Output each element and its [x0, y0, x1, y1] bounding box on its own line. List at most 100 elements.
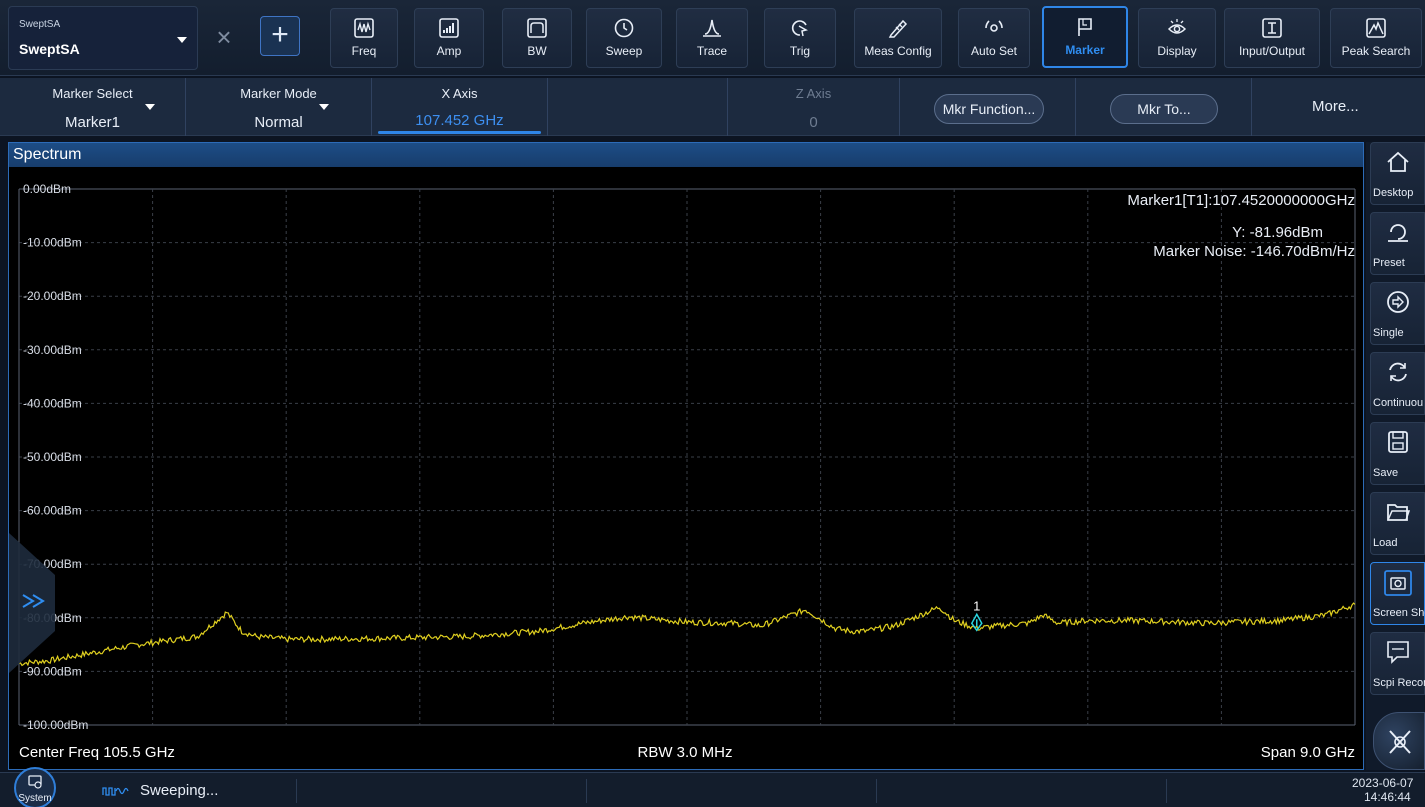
- trig-icon: [765, 17, 835, 39]
- toolbar-peak-search-button[interactable]: Peak Search: [1330, 8, 1422, 68]
- marker-select-softkey[interactable]: Marker Select Marker1: [0, 78, 186, 136]
- system-icon: [28, 775, 42, 789]
- toolbar-auto-set-button[interactable]: Auto Set: [958, 8, 1030, 68]
- toolbar-bw-label: BW: [527, 44, 547, 58]
- toolbar-bw-button[interactable]: BW: [502, 8, 572, 68]
- rbw-label: RBW 3.0 MHz: [637, 744, 732, 761]
- toolbar-meas-config-button[interactable]: Meas Config: [854, 8, 942, 68]
- x-axis-softkey[interactable]: X Axis 107.452 GHz: [372, 78, 548, 136]
- scpi-record-button[interactable]: Scpi Recor: [1370, 632, 1425, 695]
- home-icon: [1371, 149, 1424, 177]
- toolbar-amp-button[interactable]: Amp: [414, 8, 484, 68]
- trace-line: [18, 602, 1356, 667]
- screenshot-button[interactable]: Screen Sho: [1370, 562, 1425, 625]
- y-tick-label: -40.00dBm: [23, 396, 82, 410]
- mkr-function-softkey: Mkr Function...: [900, 78, 1076, 136]
- system-button[interactable]: System: [14, 767, 56, 807]
- status-time: 14:46:44: [1364, 790, 1411, 804]
- toolbar-input-output-button[interactable]: Input/Output: [1224, 8, 1320, 68]
- quick-menu-button[interactable]: [1373, 712, 1425, 770]
- y-tick-label: -50.00dBm: [23, 450, 82, 464]
- more-label: More...: [1312, 98, 1359, 115]
- status-date: 2023-06-07: [1352, 776, 1414, 790]
- mkr-to-softkey: Mkr To...: [1076, 78, 1252, 136]
- status-bar: System Sweeping... 2023-06-07 14:46:44: [0, 767, 1425, 807]
- toolbar-trace-button[interactable]: Trace: [676, 8, 748, 68]
- y-tick-label: -100.00dBm: [23, 718, 88, 732]
- marker-mode-value: Normal: [254, 114, 303, 131]
- toolbar-trig-button[interactable]: Trig: [764, 8, 836, 68]
- desktop-label: Desktop: [1373, 187, 1414, 199]
- preset-button[interactable]: Preset: [1370, 212, 1425, 275]
- z-axis-title: Z Axis: [795, 86, 832, 101]
- marker-mode-softkey[interactable]: Marker Mode Normal: [186, 78, 372, 136]
- preset-icon: [1371, 219, 1424, 247]
- empty-softkey: [548, 78, 728, 136]
- toolbar-display-label: Display: [1157, 44, 1197, 58]
- freq-icon: [331, 17, 397, 39]
- save-button[interactable]: Save: [1370, 422, 1425, 485]
- marker-readout-amplitude: Y: -81.96dBm: [1232, 224, 1323, 241]
- toolbar-freq-label: Freq: [351, 44, 377, 58]
- marker-1[interactable]: 1: [970, 598, 983, 632]
- status-divider: [586, 779, 587, 803]
- toolbar-trace-label: Trace: [696, 44, 728, 58]
- y-tick-label: -20.00dBm: [23, 289, 82, 303]
- single-label: Single: [1373, 327, 1404, 339]
- marker-number-label: 1: [973, 598, 980, 613]
- app-selector[interactable]: SweptSA SweptSA: [8, 6, 198, 70]
- expand-panel-handle[interactable]: [9, 533, 67, 673]
- z-axis-value: 0: [809, 114, 818, 131]
- toolbar-freq-button[interactable]: Freq: [330, 8, 398, 68]
- load-label: Load: [1373, 537, 1398, 549]
- x-axis-value: 107.452 GHz: [415, 112, 504, 129]
- continuous-refresh-icon: [1371, 359, 1424, 387]
- close-icon[interactable]: ×: [216, 22, 232, 52]
- spectrum-window: Spectrum 0.00dBm -10.00dBm -20.00dBm -30.00…: [8, 142, 1364, 770]
- save-label: Save: [1373, 467, 1399, 479]
- y-tick-label: -30.00dBm: [23, 343, 82, 357]
- toolbar-marker-button[interactable]: Marker: [1042, 6, 1128, 68]
- spectrum-title: Spectrum: [9, 143, 1363, 167]
- toolbar-sweep-button[interactable]: Sweep: [586, 8, 662, 68]
- spectrum-plot[interactable]: 0.00dBm -10.00dBm -20.00dBm -30.00dBm -40.00…: [9, 167, 1363, 769]
- sweep-icon: [587, 17, 661, 39]
- toolbar-auto-set-label: Auto Set: [970, 44, 1018, 58]
- auto-set-icon: [959, 17, 1029, 39]
- plot-grid: [18, 188, 1356, 726]
- more-softkey[interactable]: More...: [1252, 78, 1425, 136]
- single-sweep-button[interactable]: Single: [1370, 282, 1425, 345]
- load-folder-icon: [1371, 499, 1424, 527]
- continuous-sweep-button[interactable]: Continuou: [1370, 352, 1425, 415]
- chevron-down-icon: [319, 104, 329, 110]
- desktop-button[interactable]: Desktop: [1370, 142, 1425, 205]
- marker-mode-title: Marker Mode: [240, 86, 317, 101]
- add-app-button[interactable]: +: [260, 16, 300, 56]
- mkr-function-button[interactable]: Mkr Function...: [934, 94, 1044, 124]
- save-floppy-icon: [1371, 429, 1424, 457]
- marker-readout-frequency: Marker1[T1]:107.4520000000GHz: [1127, 192, 1355, 209]
- toolbar-input-output-label: Input/Output: [1238, 44, 1306, 58]
- status-divider: [296, 779, 297, 803]
- mkr-to-button[interactable]: Mkr To...: [1110, 94, 1218, 124]
- app-selector-caption: SweptSA: [19, 19, 61, 30]
- amp-icon: [415, 17, 483, 39]
- quick-menu-icon: [1389, 730, 1411, 754]
- toolbar-peak-search-label: Peak Search: [1341, 44, 1411, 58]
- meas-config-icon: [855, 17, 941, 39]
- screenshot-camera-icon: [1371, 569, 1424, 597]
- y-tick-label: -10.00dBm: [23, 236, 82, 250]
- center-freq-label: Center Freq 105.5 GHz: [19, 744, 175, 761]
- bw-icon: [503, 17, 571, 39]
- toolbar-marker-label: Marker: [1065, 43, 1105, 57]
- toolbar-trig-label: Trig: [789, 44, 811, 58]
- status-divider: [1166, 779, 1167, 803]
- y-tick-label: -60.00dBm: [23, 504, 82, 518]
- toolbar-display-button[interactable]: Display: [1138, 8, 1216, 68]
- z-axis-softkey[interactable]: Z Axis 0: [728, 78, 900, 136]
- display-eye-icon: [1139, 17, 1215, 39]
- load-button[interactable]: Load: [1370, 492, 1425, 555]
- y-tick-label: 0.00dBm: [23, 182, 71, 196]
- x-axis-title: X Axis: [441, 86, 478, 101]
